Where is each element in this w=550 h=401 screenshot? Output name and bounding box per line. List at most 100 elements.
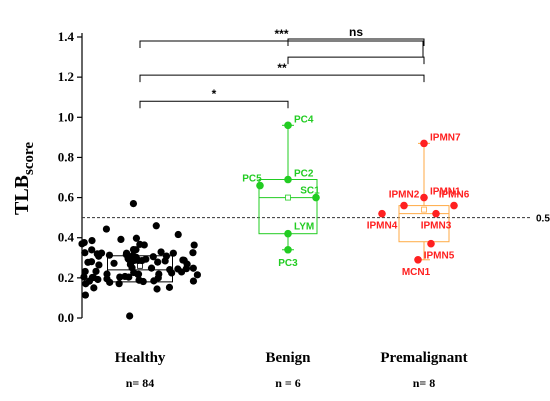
healthy-point: [89, 273, 98, 282]
point-ipmn4: [378, 209, 386, 218]
point-ipmn3: [432, 209, 440, 218]
healthy-point: [88, 246, 96, 254]
healthy-point: [126, 312, 134, 320]
point-label: LYM: [294, 222, 314, 233]
healthy-point: [174, 265, 182, 273]
point-pc5: [256, 181, 264, 190]
healthy-point: [129, 199, 138, 208]
healthy-point: [105, 251, 114, 259]
point-ipmn6: [450, 201, 458, 210]
healthy-point: [122, 249, 131, 257]
x-category-label: Benign: [265, 350, 311, 366]
healthy-point: [92, 267, 100, 275]
healthy-point: [116, 273, 124, 281]
healthy-point: [182, 265, 191, 273]
healthy-point: [154, 258, 162, 266]
significance-label: *: [212, 87, 217, 101]
point-ipmn1: [420, 193, 428, 202]
y-tick-label: 0.0: [58, 310, 74, 325]
point-pc4: [284, 121, 292, 130]
significance-bracket: [139, 100, 289, 109]
healthy-point: [110, 259, 118, 267]
threshold-line-group: 0.5: [82, 214, 550, 225]
point-ipmn2: [400, 201, 408, 210]
healthy-point: [162, 252, 171, 260]
significance-subbracket: [287, 56, 425, 65]
axes: 0.0 0.2 0.4 0.6 0.8 1.0 1.2 1.4 TLBscore Healthy n…: [11, 29, 468, 390]
point-label: IPMN3: [421, 221, 452, 232]
healthy-point: [81, 267, 89, 276]
point-label: IPMN7: [430, 132, 461, 143]
point-pc3: [284, 245, 292, 254]
point-label: IPMN4: [367, 221, 398, 232]
point-label: SC1: [300, 186, 320, 197]
healthy-point: [149, 253, 157, 261]
point-label: IPMN1: [430, 187, 461, 198]
healthy-point: [147, 264, 156, 272]
point-label: MCN1: [402, 267, 431, 278]
significance-label: **: [277, 61, 287, 75]
healthy-point: [88, 236, 96, 245]
n-count-label: n = 6: [275, 376, 301, 390]
x-category-label: Healthy: [115, 350, 166, 366]
healthy-point: [117, 235, 125, 244]
significance-label: ns: [349, 25, 363, 39]
y-tick-label: 1.0: [58, 109, 74, 124]
y-tick-label: 1.2: [58, 69, 74, 84]
healthy-point: [124, 255, 132, 263]
significance-bracket: [139, 40, 424, 49]
healthy-point: [140, 241, 148, 249]
healthy-point: [82, 280, 90, 288]
x-category-label: Premalignant: [380, 350, 467, 366]
healthy-point: [139, 277, 147, 286]
healthy-point: [90, 284, 98, 292]
healthy-point: [166, 266, 174, 274]
healthy-point: [103, 270, 111, 278]
threshold-label: 0.5: [536, 214, 550, 225]
healthy-point: [134, 270, 142, 279]
healthy-point: [193, 271, 201, 279]
healthy-point: [81, 249, 89, 257]
healthy-point: [169, 249, 177, 257]
y-axis-label: TLBscore: [11, 142, 37, 215]
healthy-point: [153, 285, 161, 293]
point-labels: PC4 PC5 PC2 SC1 LYM PC3 IPMN7 IPMN1 IPMN2 IPMN6 IP…: [242, 114, 469, 277]
y-axis-label-main: TLB: [11, 175, 33, 215]
healthy-point: [138, 256, 146, 265]
healthy-point: [115, 280, 123, 288]
significance-bracket: [139, 74, 425, 83]
significance-label: ***: [274, 27, 288, 41]
healthy-point: [102, 225, 111, 233]
y-tick-label: 0.4: [58, 230, 75, 245]
healthy-point: [80, 273, 88, 281]
healthy-point: [95, 252, 103, 260]
y-axis-label-subscript: score: [21, 142, 37, 175]
significance-bracket: [287, 38, 425, 46]
box-mean-marker: [421, 206, 427, 213]
healthy-point: [132, 246, 140, 254]
point-ipmn7: [420, 139, 428, 148]
healthy-point: [165, 283, 174, 291]
healthy-point: [189, 264, 197, 272]
point-ipmn5: [427, 239, 435, 248]
healthy-point: [189, 277, 198, 285]
point-label: IPMN2: [389, 190, 420, 201]
healthy-point: [84, 258, 92, 266]
healthy-point: [132, 234, 141, 242]
significance-brackets: ****** ns: [139, 25, 425, 109]
healthy-point: [189, 249, 197, 257]
point-label: IPMN6: [439, 190, 470, 201]
point-label: PC2: [294, 169, 314, 180]
box-mean-marker: [285, 194, 291, 201]
n-count-label: n= 84: [126, 376, 155, 390]
point-label: PC3: [278, 258, 298, 269]
healthy-point: [190, 241, 198, 249]
healthy-point: [80, 238, 88, 247]
healthy-point: [174, 230, 182, 239]
healthy-point: [121, 272, 129, 281]
point-sc1: [312, 193, 320, 202]
point-pc2: [284, 175, 292, 184]
healthy-point: [150, 277, 158, 285]
